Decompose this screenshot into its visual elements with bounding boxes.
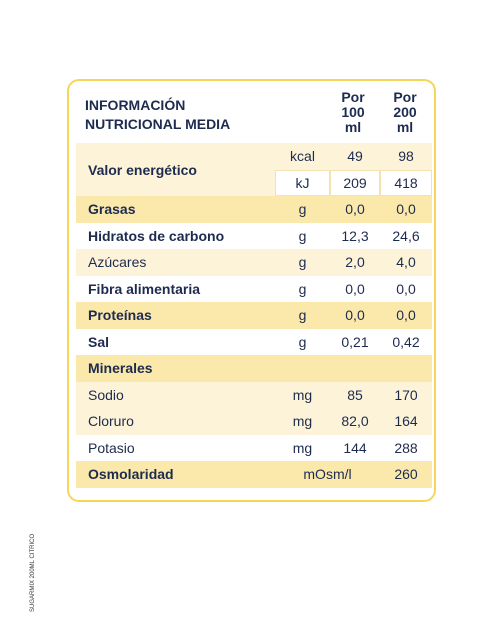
table-cell: kcal xyxy=(275,143,330,170)
table-cell: Grasas xyxy=(76,196,275,223)
table-title: INFORMACIÓN NUTRICIONAL MEDIA xyxy=(85,97,231,132)
table-cell: 0,42 xyxy=(380,328,432,355)
table-cell: 49 xyxy=(330,143,380,170)
table-cell: 209 xyxy=(330,169,380,196)
table-cell: 2,0 xyxy=(330,249,380,276)
table-cell: 0,21 xyxy=(330,328,380,355)
table-cell: Sodio xyxy=(76,381,275,408)
side-text: SUGARMIX 200ML CITRICO xyxy=(30,533,36,612)
table-cell: Potasio xyxy=(76,434,275,461)
table-cell: 0,0 xyxy=(330,275,380,302)
column-header: Por 200 ml xyxy=(393,89,417,135)
table-cell: mg xyxy=(275,381,330,408)
table-cell: 98 xyxy=(380,143,432,170)
table-cell: mg xyxy=(275,408,330,435)
table-cell: g xyxy=(275,275,330,302)
table-cell: mg xyxy=(275,434,330,461)
table-cell: 0,0 xyxy=(380,275,432,302)
table-cell: Sal xyxy=(76,328,275,355)
column-header: Por 100 ml xyxy=(341,89,365,135)
table-cell: 85 xyxy=(330,381,380,408)
table-cell: Minerales xyxy=(76,355,432,382)
table-cell: 0,0 xyxy=(380,302,432,329)
table-cell: 260 xyxy=(380,461,432,488)
table-cell: 0,0 xyxy=(380,196,432,223)
table-cell: Fibra alimentaria xyxy=(76,275,275,302)
table-cell: g xyxy=(275,196,330,223)
table-cell: kJ xyxy=(275,169,330,196)
table-cell: g xyxy=(275,249,330,276)
table-cell: 0,0 xyxy=(330,196,380,223)
table-cell: 288 xyxy=(380,434,432,461)
table-cell: 164 xyxy=(380,408,432,435)
table-cell: mOsm/l xyxy=(275,461,380,488)
table-cell: 170 xyxy=(380,381,432,408)
table-cell: Proteínas xyxy=(76,302,275,329)
table-cell: 24,6 xyxy=(380,222,432,249)
table-cell: 144 xyxy=(330,434,380,461)
table-cell: Osmolaridad xyxy=(76,461,275,488)
table-cell: Valor energético xyxy=(76,143,275,196)
table-cell: Hidratos de carbono xyxy=(76,222,275,249)
table-cell: g xyxy=(275,328,330,355)
table-cell: Cloruro xyxy=(76,408,275,435)
table-cell: g xyxy=(275,222,330,249)
table-cell: Azúcares xyxy=(76,249,275,276)
table-cell: 0,0 xyxy=(330,302,380,329)
table-cell: 82,0 xyxy=(330,408,380,435)
table-cell: 4,0 xyxy=(380,249,432,276)
table-cell: 418 xyxy=(380,169,432,196)
table-cell: g xyxy=(275,302,330,329)
table-cell: 12,3 xyxy=(330,222,380,249)
card-border xyxy=(67,79,436,502)
